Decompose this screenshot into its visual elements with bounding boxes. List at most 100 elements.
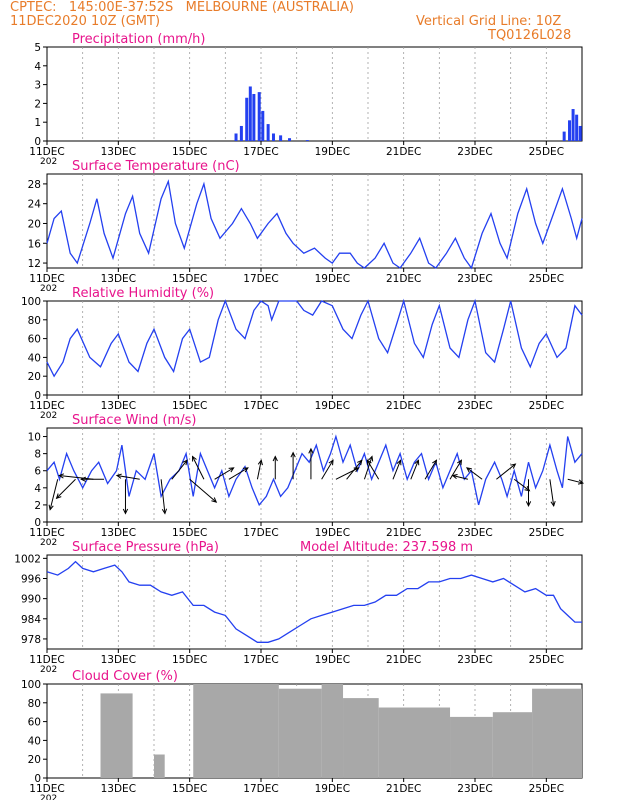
- wind-wind-arrowhead: [272, 455, 278, 462]
- wind-xtick-label: 13DEC: [101, 527, 136, 539]
- wind-wind-arrowhead: [456, 459, 463, 466]
- rh-xtick-label: 11DEC: [29, 400, 64, 412]
- temp-xtick-label: 23DEC: [457, 273, 492, 285]
- wind-wind-arrow: [449, 460, 462, 480]
- wind-wind-arrowhead: [115, 473, 122, 479]
- wind-wind-arrow: [567, 478, 584, 484]
- precip-xtick-label: 11DEC: [29, 146, 64, 158]
- wind-wind-arrow: [160, 479, 166, 514]
- cloud-cover-bar: [532, 688, 582, 778]
- wind-wind-arrowhead: [451, 473, 458, 480]
- wind-wind-arrow: [189, 478, 217, 503]
- wind-wind-arrowhead: [577, 479, 585, 485]
- precip-xtick-label: 21DEC: [386, 146, 421, 158]
- rh-ytick-label: 80: [28, 315, 41, 327]
- wind-wind-arrowhead: [524, 486, 531, 492]
- rh-ytick-label: 0: [34, 390, 41, 402]
- cloud-ytick-label: 100: [21, 679, 41, 691]
- temp-xtick-label: 21DEC: [386, 273, 421, 285]
- wind-wind-arrow: [335, 467, 359, 480]
- precip-xtick-label: 17DEC: [243, 146, 278, 158]
- wind-wind-arrowhead: [328, 459, 334, 466]
- wind-wind-arrowhead: [366, 459, 372, 466]
- wind-xtick-label: 19DEC: [315, 527, 350, 539]
- wind-wind-arrow: [214, 467, 234, 480]
- precip-bar: [261, 110, 265, 141]
- cloud-year-fragment: 202: [40, 794, 57, 800]
- temp-title: Surface Temperature (nC): [72, 159, 240, 174]
- cloud-cover-bar: [492, 712, 533, 778]
- header-location: CPTEC: 145:00E-37:52S MELBOURNE (AUSTRAL…: [10, 0, 355, 15]
- cloud-xtick-label: 11DEC: [29, 783, 64, 795]
- cloud-xtick-label: 23DEC: [457, 783, 492, 795]
- wind-wind-arrow: [513, 478, 530, 492]
- precip-bar: [288, 138, 292, 141]
- temp-ytick-label: 24: [28, 199, 42, 211]
- precip-ytick-label: 1: [34, 117, 41, 129]
- wind-wind-arrowhead: [525, 501, 532, 508]
- precip-ytick-label: 3: [34, 80, 41, 92]
- temp-year-fragment: 202: [40, 284, 57, 294]
- wind-ytick-label: 4: [34, 483, 41, 495]
- wind-wind-arrowhead: [211, 497, 218, 503]
- wind-wind-arrow: [424, 460, 437, 480]
- precip-title: Precipitation (mm/h): [72, 32, 205, 47]
- wind-wind-arrowhead: [290, 451, 296, 458]
- pressure-annotation: Model Altitude: 237.598 m: [300, 540, 473, 555]
- precip-bar: [568, 120, 572, 141]
- wind-wind-arrowhead: [161, 508, 168, 515]
- cloud-ytick-label: 60: [28, 717, 41, 729]
- wind-wind-arrowhead: [80, 476, 86, 482]
- cloud-ytick-label: 20: [28, 754, 41, 766]
- cloud-xtick-label: 15DEC: [172, 783, 207, 795]
- wind-wind-arrowhead: [192, 455, 197, 462]
- wind-wind-arrow: [228, 467, 249, 480]
- wind-wind-arrowhead: [432, 459, 438, 466]
- pressure-ytick-label: 984: [21, 614, 41, 626]
- cloud-ytick-label: 80: [28, 698, 41, 710]
- precip-ytick-label: 5: [34, 42, 41, 54]
- wind-wind-arrow: [452, 474, 468, 480]
- wind-wind-arrowhead: [182, 459, 188, 466]
- temp-xtick-label: 13DEC: [101, 273, 136, 285]
- wind-xtick-label: 21DEC: [386, 527, 421, 539]
- wind-wind-arrow: [256, 460, 262, 480]
- precip-ytick-label: 0: [34, 136, 41, 148]
- wind-wind-arrow: [59, 474, 94, 480]
- precip-bar: [257, 92, 261, 141]
- wind-wind-arrowhead: [466, 467, 472, 473]
- wind-wind-arrow: [363, 456, 373, 480]
- wind-frame: [46, 427, 583, 523]
- precip-bar: [305, 140, 309, 141]
- precip-bar: [245, 97, 249, 141]
- temp-ytick-label: 16: [28, 238, 42, 250]
- temp-xtick-label: 17DEC: [243, 273, 278, 285]
- pressure-xtick-label: 25DEC: [529, 654, 564, 666]
- wind-xtick-label: 15DEC: [172, 527, 207, 539]
- pressure-ytick-label: 978: [21, 634, 41, 646]
- wind-wind-arrow: [346, 459, 363, 480]
- wind-wind-arrow: [466, 467, 483, 480]
- pressure-xtick-label: 17DEC: [243, 654, 278, 666]
- wind-wind-arrow: [392, 460, 402, 480]
- wind-xtick-label: 11DEC: [29, 527, 64, 539]
- rh-title: Relative Humidity (%): [72, 286, 214, 301]
- wind-ytick-label: 2: [34, 500, 41, 512]
- cloud-cover-bar: [193, 684, 279, 778]
- cloud-cover-bar: [378, 707, 451, 778]
- pressure-title: Surface Pressure (hPa): [72, 540, 219, 555]
- wind-xtick-label: 25DEC: [529, 527, 564, 539]
- wind-wind-arrow: [171, 459, 188, 480]
- precip-year-fragment: 202: [40, 157, 57, 167]
- rh-xtick-label: 19DEC: [315, 400, 350, 412]
- wind-wind-arrowhead: [308, 447, 314, 454]
- temp-xtick-label: 15DEC: [172, 273, 207, 285]
- wind-wind-arrow: [549, 479, 555, 506]
- cloud-ytick-label: 40: [28, 735, 41, 747]
- wind-ytick-label: 6: [34, 466, 41, 478]
- cloud-cover-bar: [450, 716, 493, 778]
- header-code: TQ0126L028: [488, 28, 572, 43]
- pressure-frame: [46, 554, 583, 650]
- precip-bar: [248, 86, 252, 141]
